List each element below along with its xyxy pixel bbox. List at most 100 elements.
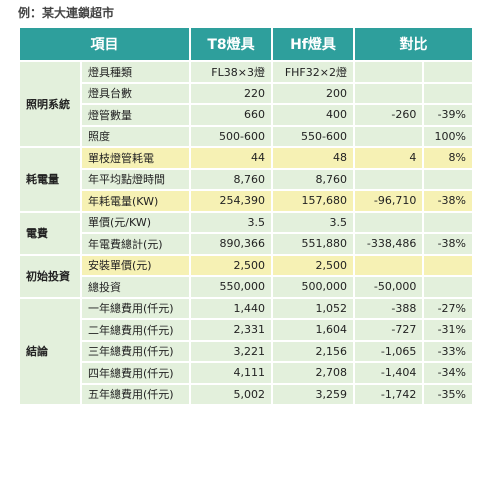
table-row: 結論 一年總費用(仟元) 1,440 1,052 -388 -27%: [20, 298, 472, 404]
value-cell: 550-600: [272, 126, 353, 146]
table-row: 照度 500-600 550-600 100%: [20, 126, 472, 146]
value-cell: -35%: [424, 384, 472, 404]
item-cell: 二年總費用(仟元): [82, 320, 189, 340]
value-cell: 3.5: [272, 212, 353, 232]
value-cell: 157,680: [272, 191, 353, 211]
table-row: 耗電量 單枝燈管耗電 44 48 4 8%: [20, 148, 472, 211]
comparison-table: 項目 T8燈具 Hf燈具 對比 照明系統 燈具種類 FL38×3燈 FHF32×2燈燈…: [18, 26, 474, 406]
header-cell: T8燈具: [190, 28, 271, 60]
value-cell: -1,742: [354, 384, 423, 404]
item-cell: 照度: [82, 126, 189, 146]
value-cell: 8,760: [272, 169, 353, 189]
value-cell: 4,111: [190, 363, 271, 383]
value-cell: [424, 83, 472, 103]
table-body: 照明系統 燈具種類 FL38×3燈 FHF32×2燈 燈具台數 220 200 燈管數量 660…: [20, 62, 472, 404]
header-cell: 項目: [20, 28, 189, 60]
table-row: 三年總費用(仟元) 3,221 2,156 -1,065 -33%: [20, 341, 472, 361]
value-cell: 1,052: [272, 298, 353, 318]
value-cell: -34%: [424, 363, 472, 383]
value-cell: FL38×3燈: [190, 62, 271, 82]
item-cell: 五年總費用(仟元): [82, 384, 189, 404]
value-cell: [354, 212, 423, 232]
value-cell: [354, 126, 423, 146]
value-cell: 500,000: [272, 277, 353, 297]
item-cell: 燈管數量: [82, 105, 189, 125]
value-cell: [354, 83, 423, 103]
value-cell: 400: [272, 105, 353, 125]
value-cell: -260: [354, 105, 423, 125]
value-cell: -33%: [424, 341, 472, 361]
value-cell: 3,221: [190, 341, 271, 361]
value-cell: 8%: [424, 148, 472, 168]
item-cell: 年電費總計(元): [82, 234, 189, 254]
value-cell: 2,156: [272, 341, 353, 361]
value-cell: [424, 62, 472, 82]
value-cell: -39%: [424, 105, 472, 125]
value-cell: [424, 169, 472, 189]
item-cell: 一年總費用(仟元): [82, 298, 189, 318]
group-label: 耗電量: [20, 148, 80, 211]
value-cell: 5,002: [190, 384, 271, 404]
group-label: 電費: [20, 212, 80, 254]
value-cell: FHF32×2燈: [272, 62, 353, 82]
table-row: 年耗電量(KW) 254,390 157,680 -96,710 -38%: [20, 191, 472, 211]
value-cell: 220: [190, 83, 271, 103]
value-cell: -338,486: [354, 234, 423, 254]
value-cell: 551,880: [272, 234, 353, 254]
table-row: 年平均點燈時間 8,760 8,760: [20, 169, 472, 189]
value-cell: 8,760: [190, 169, 271, 189]
value-cell: 500-600: [190, 126, 271, 146]
group-label: 初始投資: [20, 255, 80, 297]
table-row: 總投資 550,000 500,000 -50,000: [20, 277, 472, 297]
value-cell: [354, 255, 423, 275]
item-cell: 燈具台數: [82, 83, 189, 103]
group-label: 照明系統: [20, 62, 80, 146]
value-cell: 2,708: [272, 363, 353, 383]
value-cell: 660: [190, 105, 271, 125]
value-cell: 2,500: [272, 255, 353, 275]
table-row: 二年總費用(仟元) 2,331 1,604 -727 -31%: [20, 320, 472, 340]
value-cell: 3.5: [190, 212, 271, 232]
value-cell: 200: [272, 83, 353, 103]
item-cell: 燈具種類: [82, 62, 189, 82]
item-cell: 單價(元/KW): [82, 212, 189, 232]
value-cell: 254,390: [190, 191, 271, 211]
value-cell: [424, 277, 472, 297]
value-cell: 100%: [424, 126, 472, 146]
value-cell: 4: [354, 148, 423, 168]
item-cell: 年平均點燈時間: [82, 169, 189, 189]
value-cell: -1,404: [354, 363, 423, 383]
value-cell: -31%: [424, 320, 472, 340]
value-cell: -50,000: [354, 277, 423, 297]
table-row: 燈具台數 220 200: [20, 83, 472, 103]
value-cell: 1,440: [190, 298, 271, 318]
value-cell: -38%: [424, 234, 472, 254]
table-row: 初始投資 安裝單價(元) 2,500 2,500: [20, 255, 472, 297]
value-cell: [424, 255, 472, 275]
caption: 例：某大連鎖超市: [18, 6, 115, 20]
item-cell: 年耗電量(KW): [82, 191, 189, 211]
table-row: 照明系統 燈具種類 FL38×3燈 FHF32×2燈: [20, 62, 472, 146]
item-cell: 單枝燈管耗電: [82, 148, 189, 168]
value-cell: [354, 169, 423, 189]
group-label: 結論: [20, 298, 80, 404]
table-row: 燈管數量 660 400 -260 -39%: [20, 105, 472, 125]
value-cell: -727: [354, 320, 423, 340]
value-cell: -388: [354, 298, 423, 318]
table-row: 四年總費用(仟元) 4,111 2,708 -1,404 -34%: [20, 363, 472, 383]
item-cell: 三年總費用(仟元): [82, 341, 189, 361]
table-row: 五年總費用(仟元) 5,002 3,259 -1,742 -35%: [20, 384, 472, 404]
value-cell: -96,710: [354, 191, 423, 211]
value-cell: [354, 62, 423, 82]
value-cell: -27%: [424, 298, 472, 318]
value-cell: [424, 212, 472, 232]
header-row: 項目 T8燈具 Hf燈具 對比: [20, 28, 472, 60]
value-cell: 3,259: [272, 384, 353, 404]
item-cell: 總投資: [82, 277, 189, 297]
header-cell: Hf燈具: [272, 28, 353, 60]
value-cell: 2,500: [190, 255, 271, 275]
value-cell: 890,366: [190, 234, 271, 254]
item-cell: 安裝單價(元): [82, 255, 189, 275]
value-cell: 48: [272, 148, 353, 168]
